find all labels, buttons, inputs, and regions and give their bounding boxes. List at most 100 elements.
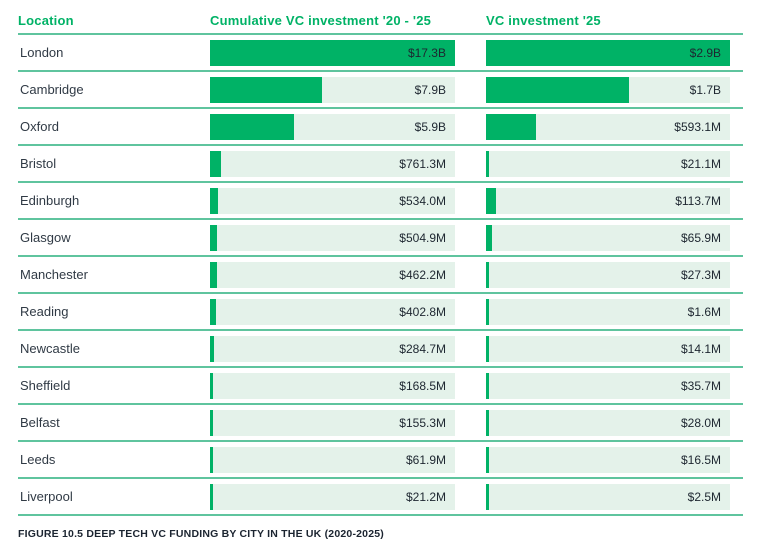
row-divider: [18, 218, 743, 220]
bar-value-label: $534.0M: [399, 193, 446, 208]
bar-value-label: $155.3M: [399, 415, 446, 430]
bar-value-label: $35.7M: [680, 378, 721, 393]
table-header-row: Location Cumulative VC investment '20 - …: [18, 8, 743, 33]
bar-fill: [210, 483, 213, 510]
table-row: Oxford $5.9B $593.1M: [18, 109, 743, 144]
row-divider: [18, 440, 743, 442]
bar-value-label: $27.3M: [680, 267, 721, 282]
figure-caption: FIGURE 10.5 DEEP TECH VC FUNDING BY CITY…: [18, 528, 384, 540]
bar-investment-25: $16.5M: [486, 446, 730, 473]
table-row: Bristol $761.3M $21.1M: [18, 146, 743, 181]
bar-fill: [486, 261, 489, 288]
bar-fill: [210, 372, 213, 399]
bar-fill: [210, 76, 322, 103]
location-label: London: [20, 45, 64, 60]
location-label: Manchester: [20, 267, 88, 282]
table-row: London $17.3B $2.9B: [18, 35, 743, 70]
bar-investment-25: $27.3M: [486, 261, 730, 288]
bar-fill: [210, 39, 455, 66]
bar-value-label: $2.9B: [689, 45, 721, 60]
location-label: Sheffield: [20, 378, 71, 393]
bar-fill: [210, 113, 294, 140]
bar-value-label: $7.9B: [414, 82, 446, 97]
bar-value-label: $65.9M: [680, 230, 721, 245]
row-divider: [18, 514, 743, 516]
bar-fill: [486, 39, 730, 66]
bar-investment-25: $21.1M: [486, 150, 730, 177]
bar-cumulative-20-25: $155.3M: [210, 409, 455, 436]
bar-value-label: $402.8M: [399, 304, 446, 319]
bar-investment-25: $14.1M: [486, 335, 730, 362]
bar-fill: [486, 483, 489, 510]
bar-value-label: $1.7B: [689, 82, 721, 97]
row-divider: [18, 107, 743, 109]
table-row: Sheffield $168.5M $35.7M: [18, 368, 743, 403]
table-row: Edinburgh $534.0M $113.7M: [18, 183, 743, 218]
bar-fill: [210, 261, 217, 288]
bar-value-label: $504.9M: [399, 230, 446, 245]
bar-cumulative-20-25: $462.2M: [210, 261, 455, 288]
bar-fill: [486, 409, 489, 436]
table-row: Belfast $155.3M $28.0M: [18, 405, 743, 440]
bar-fill: [486, 372, 489, 399]
bar-cumulative-20-25: $534.0M: [210, 187, 455, 214]
location-label: Bristol: [20, 156, 57, 171]
bar-cumulative-20-25: $168.5M: [210, 372, 455, 399]
row-divider: [18, 477, 743, 479]
table-row: Leeds $61.9M $16.5M: [18, 442, 743, 477]
bar-cumulative-20-25: $21.2M: [210, 483, 455, 510]
bar-value-label: $5.9B: [414, 119, 446, 134]
bar-cumulative-20-25: $761.3M: [210, 150, 455, 177]
bar-cumulative-20-25: $61.9M: [210, 446, 455, 473]
location-label: Leeds: [20, 452, 56, 467]
bar-value-label: $113.7M: [675, 193, 721, 208]
header-cumulative-investment: Cumulative VC investment '20 - '25: [210, 13, 432, 28]
table-row: Newcastle $284.7M $14.1M: [18, 331, 743, 366]
bar-fill: [210, 335, 215, 362]
table-row: Cambridge $7.9B $1.7B: [18, 72, 743, 107]
table-row: Glasgow $504.9M $65.9M: [18, 220, 743, 255]
bar-value-label: $168.5M: [399, 378, 446, 393]
bar-value-label: $28.0M: [680, 415, 721, 430]
bar-fill: [486, 76, 630, 103]
row-divider: [18, 366, 743, 368]
location-label: Belfast: [20, 415, 60, 430]
location-label: Glasgow: [20, 230, 71, 245]
bar-cumulative-20-25: $5.9B: [210, 113, 455, 140]
bar-value-label: $761.3M: [399, 156, 446, 171]
location-label: Liverpool: [20, 489, 73, 504]
bar-fill: [486, 335, 489, 362]
bar-fill: [486, 187, 496, 214]
bar-investment-25: $65.9M: [486, 224, 730, 251]
bar-fill: [210, 298, 216, 325]
bar-investment-25: $1.7B: [486, 76, 730, 103]
bar-fill: [210, 446, 213, 473]
bar-investment-25: $2.5M: [486, 483, 730, 510]
table-row: Liverpool $21.2M $2.5M: [18, 479, 743, 514]
bar-value-label: $462.2M: [399, 267, 446, 282]
location-label: Oxford: [20, 119, 60, 134]
bar-value-label: $21.1M: [680, 156, 721, 171]
bar-fill: [486, 113, 536, 140]
bar-investment-25: $2.9B: [486, 39, 730, 66]
bar-investment-25: $28.0M: [486, 409, 730, 436]
bar-value-label: $21.2M: [405, 489, 446, 504]
location-label: Reading: [20, 304, 69, 319]
location-label: Edinburgh: [20, 193, 80, 208]
bar-cumulative-20-25: $402.8M: [210, 298, 455, 325]
row-divider: [18, 329, 743, 331]
location-label: Cambridge: [20, 82, 84, 97]
header-location: Location: [18, 13, 74, 28]
table-row: Manchester $462.2M $27.3M: [18, 257, 743, 292]
row-divider: [18, 70, 743, 72]
bar-value-label: $2.5M: [687, 489, 721, 504]
header-investment-25: VC investment '25: [486, 13, 601, 28]
row-divider: [18, 181, 743, 183]
bar-cumulative-20-25: $284.7M: [210, 335, 455, 362]
row-divider: [18, 292, 743, 294]
funding-table: Location Cumulative VC investment '20 - …: [18, 8, 743, 516]
bar-cumulative-20-25: $504.9M: [210, 224, 455, 251]
bar-fill: [486, 446, 489, 473]
bar-fill: [210, 150, 221, 177]
bar-fill: [210, 409, 213, 436]
